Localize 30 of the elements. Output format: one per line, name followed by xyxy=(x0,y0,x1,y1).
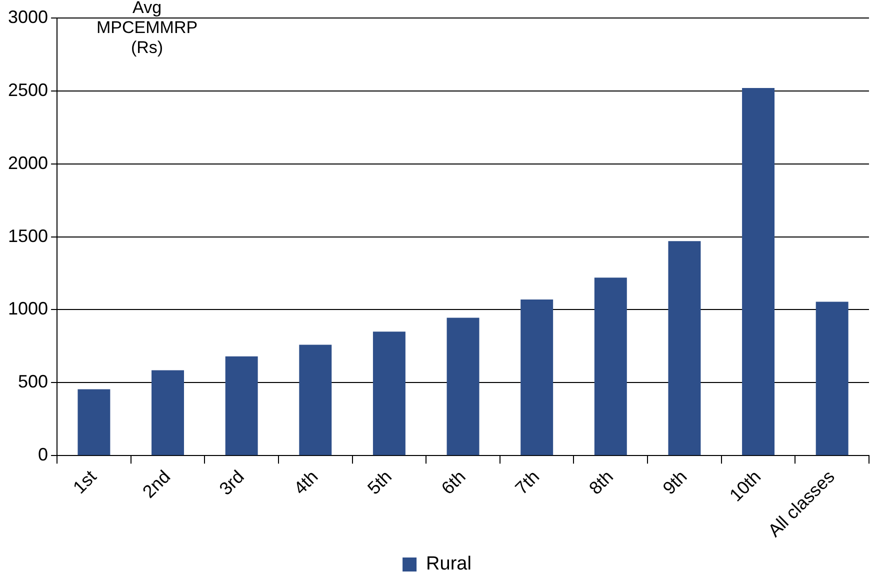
x-tick-label: 7th xyxy=(511,466,544,498)
x-tick-label: 8th xyxy=(585,466,617,498)
x-tick-label: 1st xyxy=(69,466,100,498)
bar xyxy=(594,278,627,456)
y-tick-label: 1500 xyxy=(8,226,48,246)
y-axis-title: Avg MPCEMMRP (Rs) xyxy=(96,0,198,58)
x-tick-label: 3rd xyxy=(215,466,248,499)
y-tick-label: 2500 xyxy=(8,80,48,100)
bar xyxy=(520,300,554,456)
x-tick-label: 2nd xyxy=(138,466,174,502)
bar xyxy=(668,241,701,456)
x-tick-label: 6th xyxy=(438,466,470,498)
bar xyxy=(372,332,406,456)
bar xyxy=(225,356,258,456)
bar xyxy=(152,370,184,456)
bar xyxy=(299,344,332,456)
bar xyxy=(78,389,110,456)
x-tick-label: 5th xyxy=(364,466,396,498)
y-tick-label: 2000 xyxy=(8,152,48,173)
bar xyxy=(446,318,480,456)
x-tick-label: 10th xyxy=(726,466,765,506)
x-tick-label: 4th xyxy=(290,466,322,498)
x-tick-label: 9th xyxy=(658,466,691,498)
legend-label: Rural xyxy=(426,554,472,575)
bar xyxy=(742,88,775,456)
y-tick-label: 500 xyxy=(18,372,48,392)
y-tick-label: 0 xyxy=(38,444,48,465)
bar xyxy=(816,302,848,456)
y-tick-label: 1000 xyxy=(8,298,48,319)
y-tick-label: 3000 xyxy=(8,6,48,27)
